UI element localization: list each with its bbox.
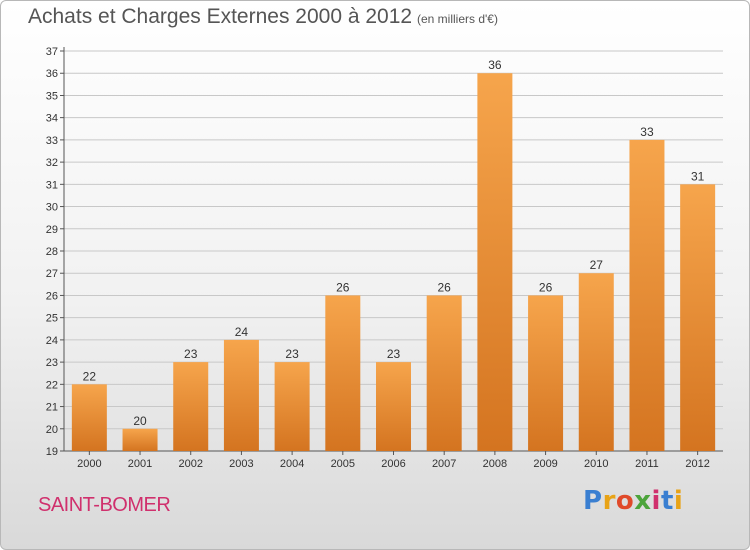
x-tick-label-2007: 2007 xyxy=(432,458,456,470)
commune-name: SAINT-BOMER xyxy=(38,494,171,516)
y-tick-label: 37 xyxy=(46,46,58,58)
x-tick-label-2001: 2001 xyxy=(128,458,152,470)
y-tick-label: 24 xyxy=(46,335,58,347)
y-tick-label: 33 xyxy=(46,135,58,147)
y-tick-label: 28 xyxy=(46,246,58,258)
x-tick-label-2012: 2012 xyxy=(685,458,709,470)
data-label-2011: 33 xyxy=(640,125,654,139)
x-tick-label-2004: 2004 xyxy=(280,458,304,470)
x-tick-label-2008: 2008 xyxy=(483,458,507,470)
data-label-2008: 36 xyxy=(488,58,502,72)
bar-2006 xyxy=(376,362,411,451)
bar-2012 xyxy=(680,184,716,452)
y-tick-label: 19 xyxy=(46,446,58,458)
data-label-2006: 23 xyxy=(387,347,401,361)
y-tick-label: 36 xyxy=(46,68,58,80)
data-label-2012: 31 xyxy=(691,169,705,183)
bar-2010 xyxy=(578,273,614,451)
logo-letter: i xyxy=(673,486,684,516)
data-label-2001: 20 xyxy=(133,414,147,428)
x-tick-label-2002: 2002 xyxy=(178,458,202,470)
y-tick-label: 23 xyxy=(46,357,58,369)
bar-2009 xyxy=(528,295,564,451)
bar-2000 xyxy=(71,384,107,451)
proxiti-logo: Proxiti xyxy=(583,486,683,516)
x-tick-label-2005: 2005 xyxy=(331,458,355,470)
bar-2004 xyxy=(274,362,310,451)
chart-unit-label: (en milliers d'€) xyxy=(417,12,498,26)
bar-2001 xyxy=(122,428,158,451)
bar-2002 xyxy=(173,362,209,451)
x-tick-label-2009: 2009 xyxy=(533,458,557,470)
x-tick-label-2006: 2006 xyxy=(381,458,405,470)
y-tick-labels: 19 20 21 22 23 24 25 26 27 28 29 30 31 32 33 34 35 36 37 xyxy=(46,46,58,458)
logo-letter: t xyxy=(660,486,674,516)
bar-2008 xyxy=(477,73,513,451)
y-tick-label: 35 xyxy=(46,90,58,102)
y-tick-label: 20 xyxy=(46,424,58,436)
x-tick-label-2010: 2010 xyxy=(584,458,608,470)
bars xyxy=(71,73,716,452)
y-tick-label: 31 xyxy=(46,179,58,191)
logo-letter: r xyxy=(602,486,616,516)
data-labels: 22 20 23 24 23 26 23 26 36 26 27 33 31 xyxy=(83,58,705,428)
data-label-2002: 23 xyxy=(184,347,198,361)
y-tick-label: 34 xyxy=(46,113,58,125)
y-tick-label: 21 xyxy=(46,402,58,414)
data-label-2005: 26 xyxy=(336,280,350,294)
x-tick-labels: 2000 2001 2002 2003 2004 2005 2006 2007 2008 2009… xyxy=(77,458,710,470)
data-label-2000: 22 xyxy=(83,369,97,383)
logo-letter: P xyxy=(583,486,603,516)
data-label-2003: 24 xyxy=(235,325,249,339)
bar-2005 xyxy=(325,295,361,451)
logo-letter: o xyxy=(615,486,635,516)
data-label-2010: 27 xyxy=(590,258,604,272)
y-tick-label: 22 xyxy=(46,379,58,391)
bar-2003 xyxy=(223,339,259,451)
data-label-2007: 26 xyxy=(438,280,452,294)
bar-2011 xyxy=(629,139,665,451)
x-tick-label-2011: 2011 xyxy=(635,458,659,470)
x-tick-label-2000: 2000 xyxy=(77,458,101,470)
y-tick-label: 26 xyxy=(46,290,58,302)
data-label-2009: 26 xyxy=(539,280,553,294)
y-tick-label: 25 xyxy=(46,313,58,325)
y-tick-label: 27 xyxy=(46,268,58,280)
x-tick-label-2003: 2003 xyxy=(229,458,253,470)
data-label-2004: 23 xyxy=(285,347,299,361)
y-tick-label: 30 xyxy=(46,202,58,214)
chart-title: Achats et Charges Externes 2000 à 2012 xyxy=(28,5,413,28)
y-tick-label: 32 xyxy=(46,157,58,169)
logo-letter: x xyxy=(634,486,652,516)
logo-letter: i xyxy=(651,486,661,516)
y-tick-label: 29 xyxy=(46,224,58,236)
bar-2007 xyxy=(426,295,462,451)
